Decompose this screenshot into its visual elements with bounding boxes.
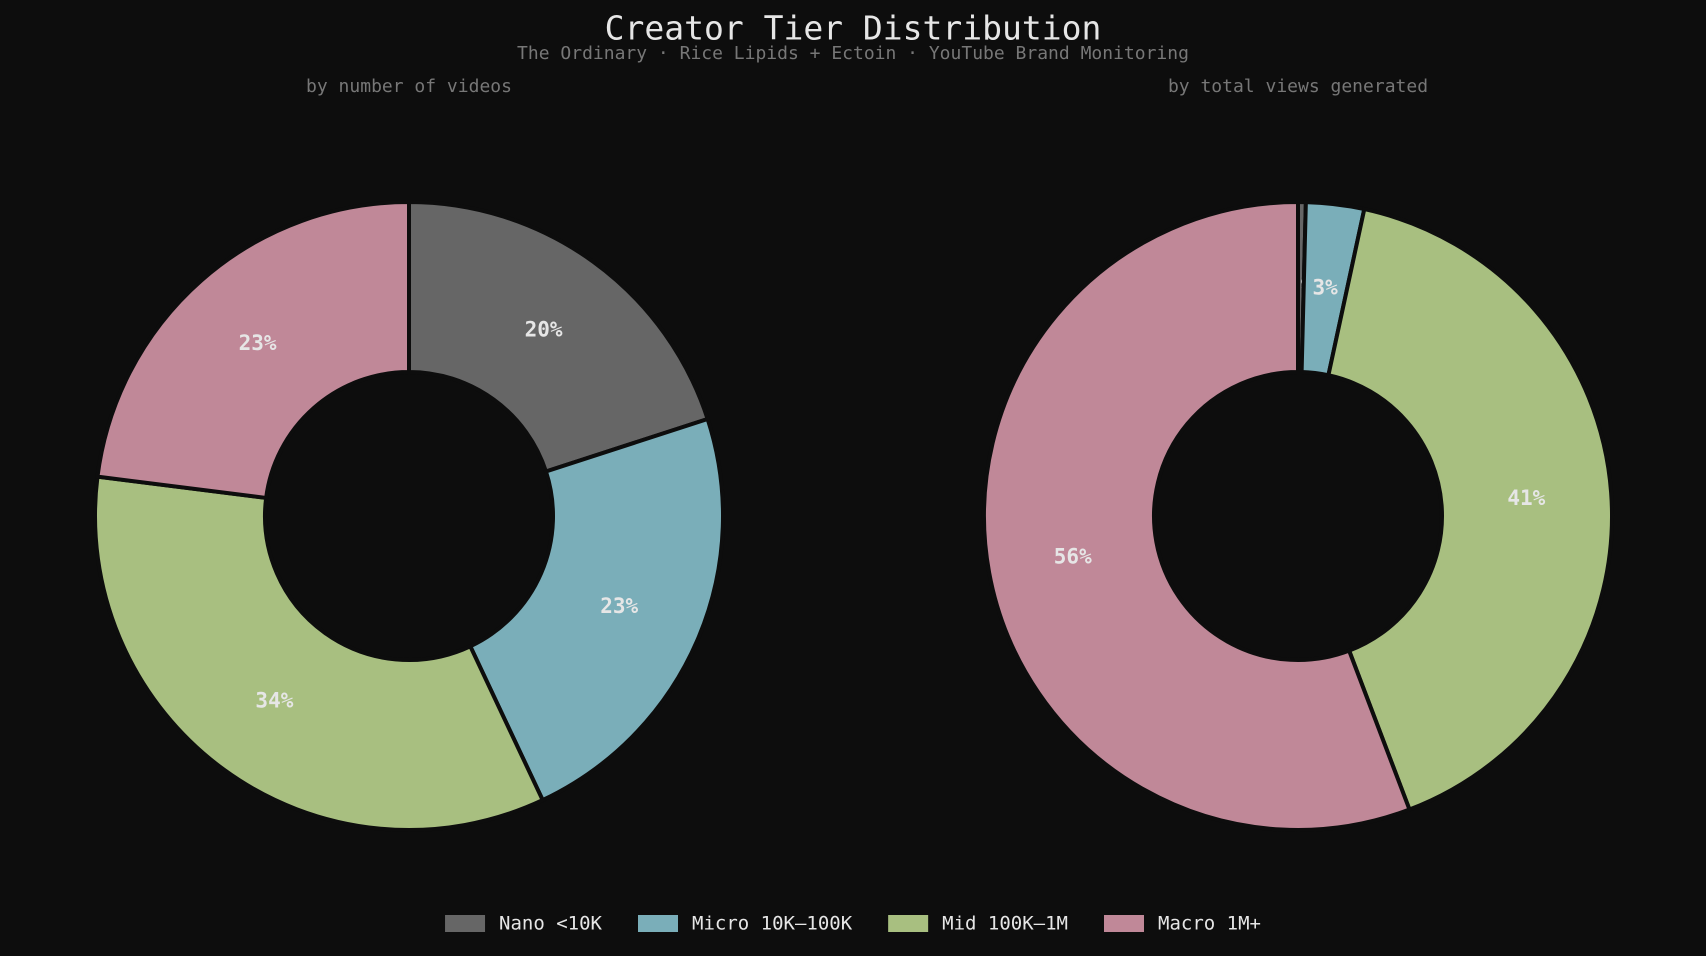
data-label: 56% (1054, 544, 1092, 568)
chart-title: Creator Tier Distribution (605, 9, 1102, 48)
panel-subtitle: by total views generated (1168, 76, 1428, 97)
chart-subtitle: The Ordinary · Rice Lipids + Ectoin · Yo… (517, 43, 1189, 64)
legend-label: Mid 100K–1M (942, 913, 1068, 935)
legend: Nano <10K Micro 10K–100K Mid 100K–1M Macro … (445, 913, 1261, 935)
legend-swatch (1104, 915, 1144, 932)
legend-swatch (445, 915, 486, 932)
donut-slice (982, 199, 1413, 832)
donut-slice (93, 474, 546, 832)
data-label: 20% (525, 318, 563, 342)
data-label: 23% (600, 594, 638, 618)
data-label: 41% (1507, 486, 1545, 510)
legend-swatch (638, 915, 678, 932)
donut-slice (467, 416, 725, 803)
donut-slice (1326, 206, 1614, 813)
donut-slice (95, 199, 411, 501)
data-label: 23% (239, 331, 277, 355)
data-label: 34% (255, 688, 293, 712)
panel-subtitle: by number of videos (306, 76, 512, 97)
donut-slice (407, 199, 711, 475)
data-label: 3% (1313, 276, 1339, 300)
legend-swatch (888, 915, 929, 932)
legend-label: Micro 10K–100K (692, 913, 853, 935)
legend-label: Macro 1M+ (1158, 913, 1261, 935)
legend-label: Nano <10K (499, 913, 603, 935)
